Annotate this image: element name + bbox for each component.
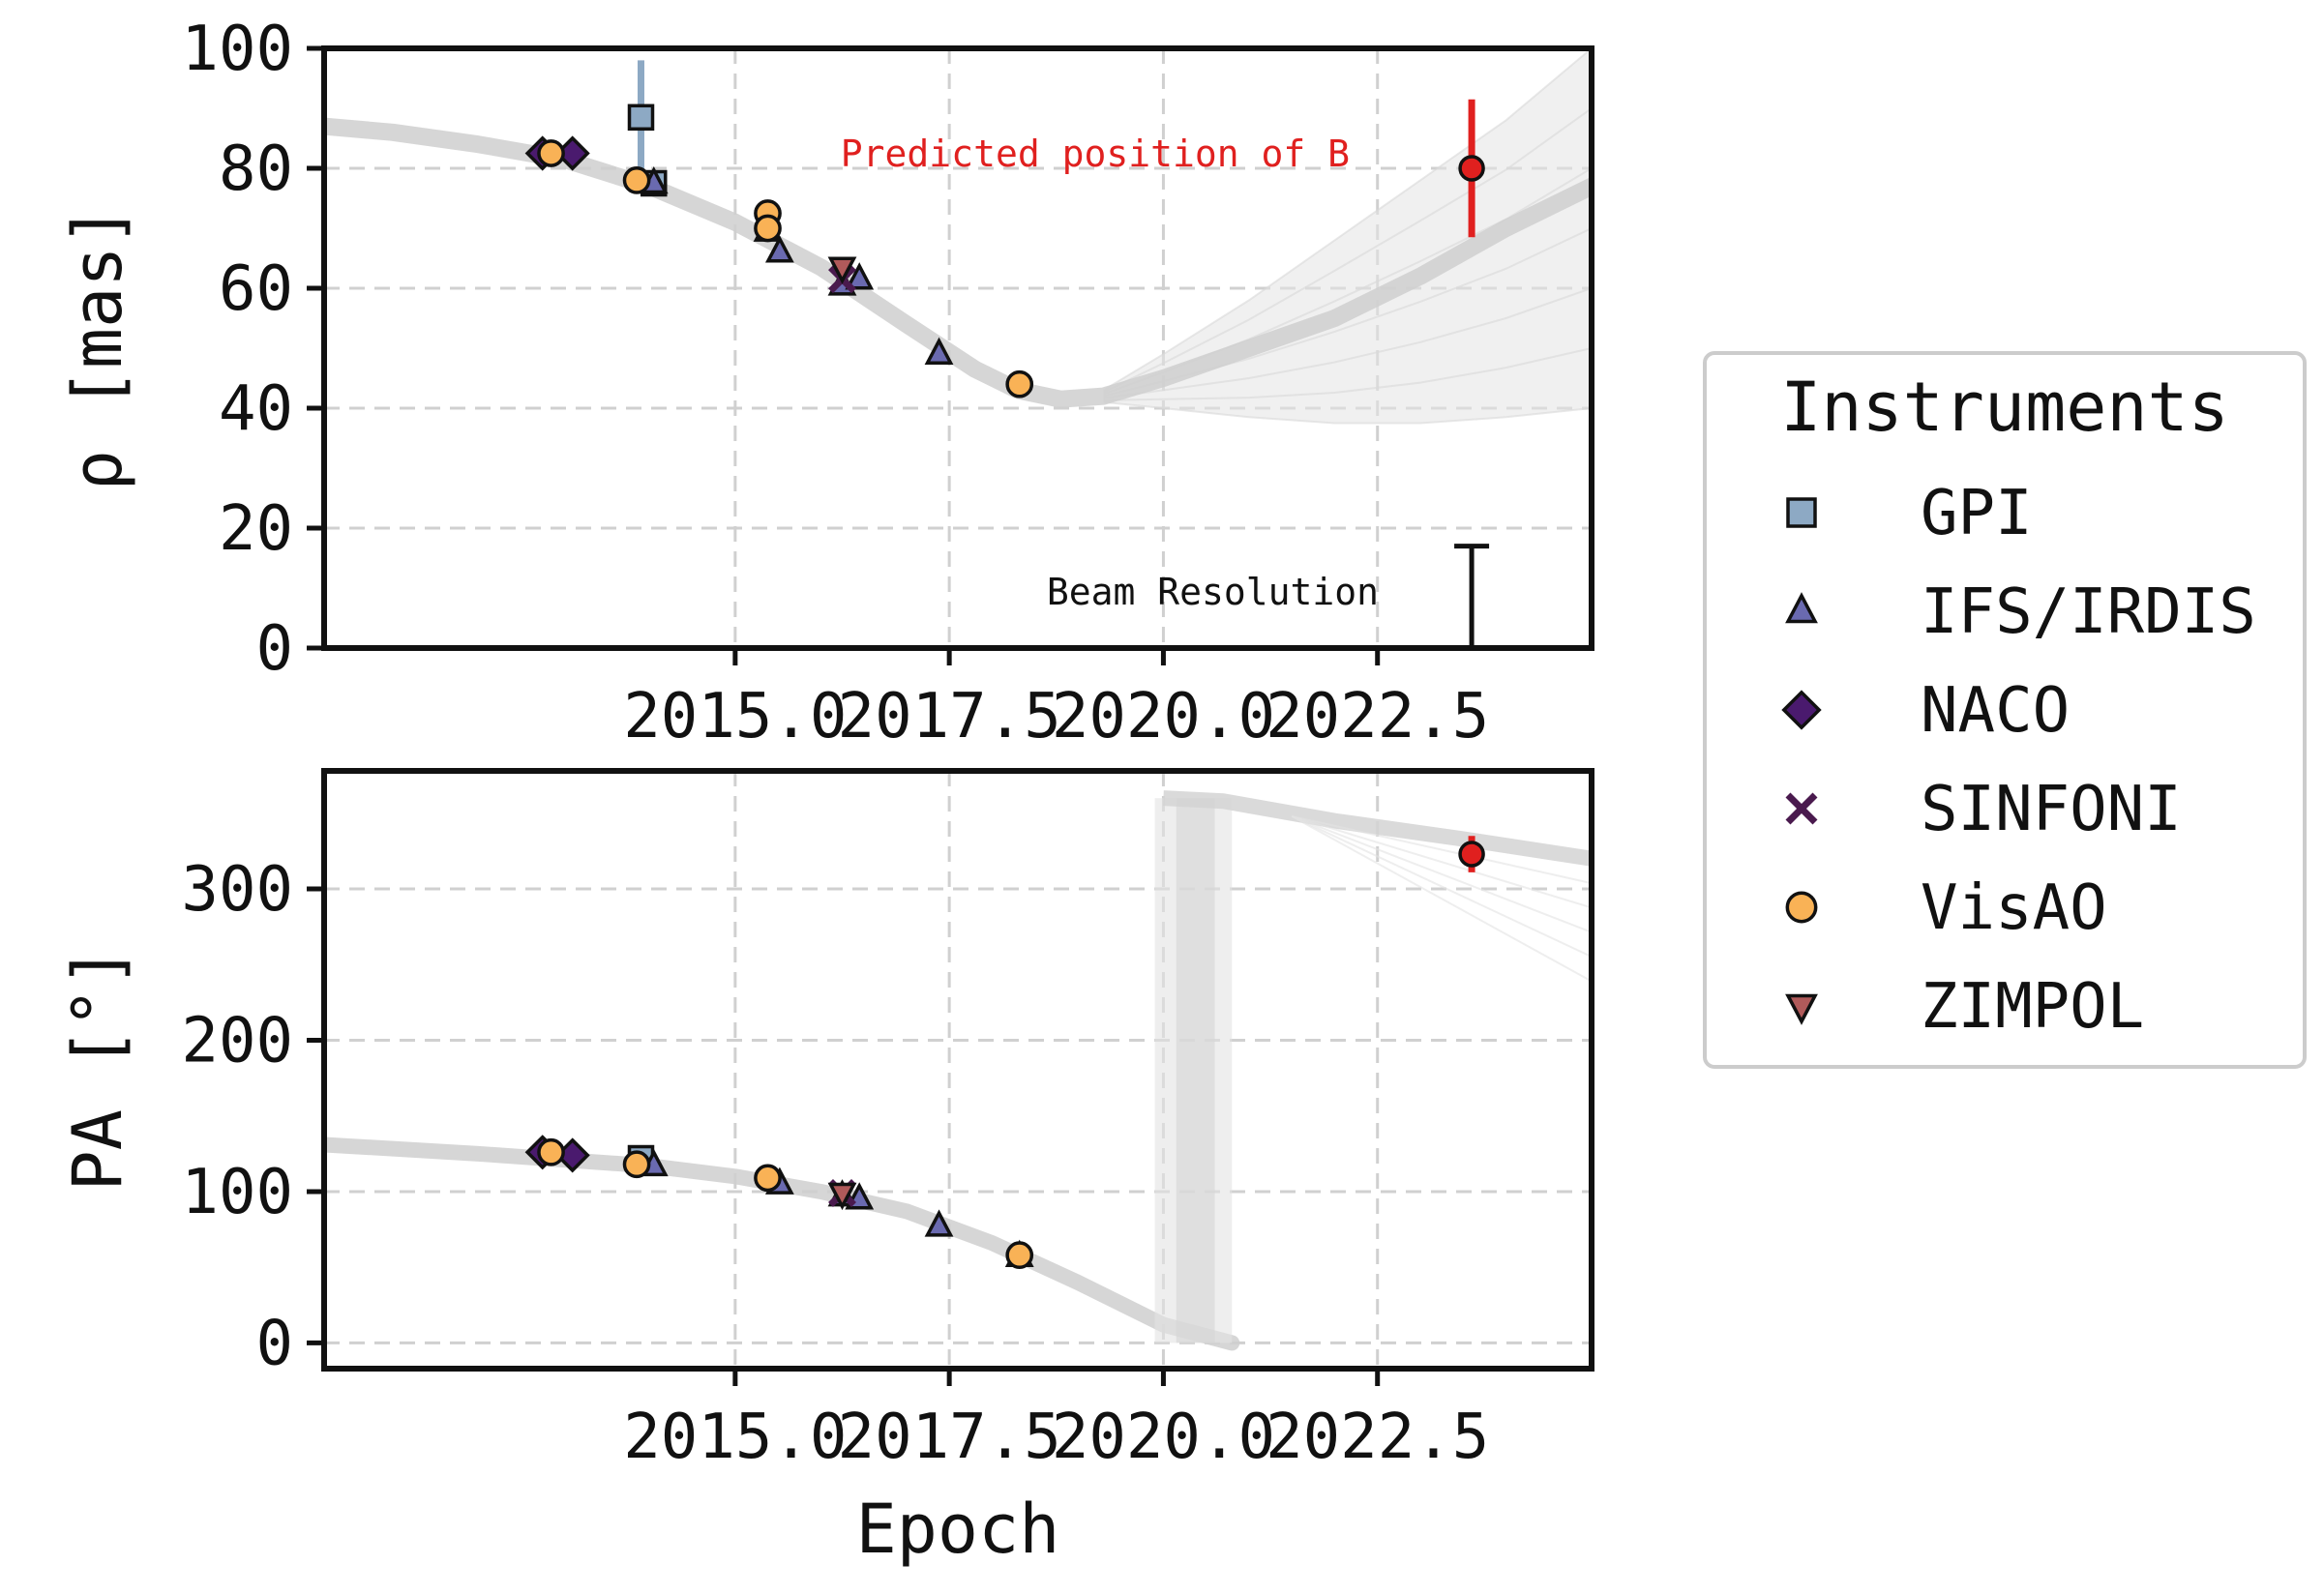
legend-label: NACO bbox=[1921, 675, 2070, 747]
legend-item-ifs-irdis: IFS/IRDIS bbox=[1785, 576, 2256, 648]
y-tick-label: 40 bbox=[219, 373, 293, 445]
rho-ylabel: ρ [mas] bbox=[58, 205, 137, 490]
x-tick-label: 2022.5 bbox=[1266, 681, 1489, 753]
orbit-track-line bbox=[1291, 815, 1592, 983]
orbit-track-line bbox=[1103, 347, 1592, 401]
data-point bbox=[924, 337, 954, 365]
pa-data-points bbox=[524, 836, 1485, 1270]
legend-label: VisAO bbox=[1921, 872, 2107, 944]
legend-label: ZIMPOL bbox=[1921, 971, 2144, 1043]
legend-marker-square bbox=[1786, 497, 1817, 528]
legend-item-naco: NACO bbox=[1781, 675, 2070, 747]
orbit-track-line bbox=[1102, 48, 1592, 392]
x-tick-label: 2015.0 bbox=[623, 681, 847, 753]
legend-marker-circle bbox=[1785, 891, 1818, 924]
data-point bbox=[627, 103, 655, 132]
legend-items: GPI IFS/IRDIS NACO SINFONI VisAO ZIMPOL bbox=[1781, 478, 2256, 1043]
x-tick-label: 2022.5 bbox=[1266, 1402, 1489, 1473]
legend-frame bbox=[1703, 351, 2307, 1069]
orbit-track-line bbox=[1291, 814, 1592, 885]
y-tick-label: 60 bbox=[219, 253, 293, 325]
data-point bbox=[764, 235, 794, 263]
legend-label: IFS/IRDIS bbox=[1921, 576, 2256, 648]
legend-item-gpi: GPI bbox=[1786, 478, 2033, 549]
legend-marker-triangle-down bbox=[1785, 993, 1818, 1025]
orbit-spread-band bbox=[1103, 48, 1592, 424]
legend-item-sinfoni: SINFONI bbox=[1785, 774, 2182, 845]
pa-axes-frame bbox=[321, 768, 1594, 1372]
y-tick-label: 100 bbox=[181, 14, 293, 85]
series-zimpol bbox=[827, 1182, 857, 1211]
x-tick-label: 2020.0 bbox=[1052, 1402, 1275, 1473]
rho-data-points bbox=[524, 60, 1490, 648]
legend-item-visao: VisAO bbox=[1785, 872, 2107, 944]
beam-resolution-bar bbox=[1454, 544, 1490, 648]
y-tick-label: 0 bbox=[255, 613, 293, 685]
rho-axes-frame bbox=[321, 45, 1594, 651]
predicted-b-point bbox=[1458, 841, 1485, 868]
legend: Instruments GPI IFS/IRDIS NACO SINFONI VisAO… bbox=[1703, 351, 2307, 1069]
data-point bbox=[827, 1182, 857, 1211]
pa-ylabel: PA [°] bbox=[58, 947, 137, 1192]
x-tick-label: 2015.0 bbox=[623, 1402, 847, 1473]
legend-label: SINFONI bbox=[1921, 774, 2182, 845]
series-visao bbox=[537, 139, 1034, 398]
pa-grid bbox=[324, 771, 1592, 1369]
pa-orbit-tracks bbox=[324, 790, 1592, 1351]
legend-marker-diamond bbox=[1781, 690, 1822, 730]
predicted-b-point bbox=[1458, 155, 1485, 182]
y-tick-label: 300 bbox=[181, 854, 293, 926]
x-tick-label: 2020.0 bbox=[1052, 681, 1275, 753]
rho-orbit-tracks bbox=[324, 48, 1592, 425]
series-visao bbox=[537, 1137, 1034, 1270]
y-tick-label: 20 bbox=[219, 493, 293, 565]
orbit-track-line bbox=[1291, 815, 1592, 933]
data-point bbox=[827, 256, 857, 284]
data-point bbox=[845, 262, 875, 290]
data-point bbox=[537, 1137, 565, 1166]
y-tick-label: 0 bbox=[255, 1308, 293, 1379]
legend-label: GPI bbox=[1921, 478, 2033, 549]
y-tick-label: 80 bbox=[219, 133, 293, 205]
orbit-track-line bbox=[1291, 815, 1592, 959]
data-point bbox=[1005, 1241, 1034, 1270]
legend-title: Instruments bbox=[1780, 368, 2229, 447]
x-tick-label: 2017.5 bbox=[838, 681, 1061, 753]
x-tick-label: 2017.5 bbox=[838, 1402, 1061, 1473]
predicted-b-annotation: Predicted position of B bbox=[841, 133, 1350, 175]
data-point bbox=[622, 1150, 651, 1179]
data-point bbox=[924, 1209, 954, 1237]
data-point bbox=[754, 214, 782, 243]
orbit-wrap-band-core bbox=[1176, 798, 1215, 1343]
data-point bbox=[537, 139, 565, 167]
legend-item-zimpol: ZIMPOL bbox=[1785, 971, 2144, 1043]
legend-marker-triangle bbox=[1785, 592, 1818, 624]
orbit-upper-track bbox=[1163, 790, 1592, 867]
legend-marker-x bbox=[1785, 792, 1818, 825]
y-tick-label: 200 bbox=[181, 1005, 293, 1077]
data-point bbox=[622, 166, 651, 194]
orbit-track-line bbox=[1103, 287, 1592, 399]
series-zimpol bbox=[827, 256, 857, 284]
y-tick-label: 100 bbox=[181, 1157, 293, 1228]
pa-xlabel: Epoch bbox=[856, 1490, 1060, 1569]
orbit-track-line bbox=[1291, 814, 1592, 909]
orbit-track-line bbox=[1103, 400, 1592, 425]
data-point bbox=[754, 1164, 782, 1193]
orbit-track-line bbox=[1103, 107, 1592, 394]
beam-resolution-annotation: Beam Resolution bbox=[1047, 571, 1379, 613]
data-point bbox=[1005, 369, 1034, 398]
